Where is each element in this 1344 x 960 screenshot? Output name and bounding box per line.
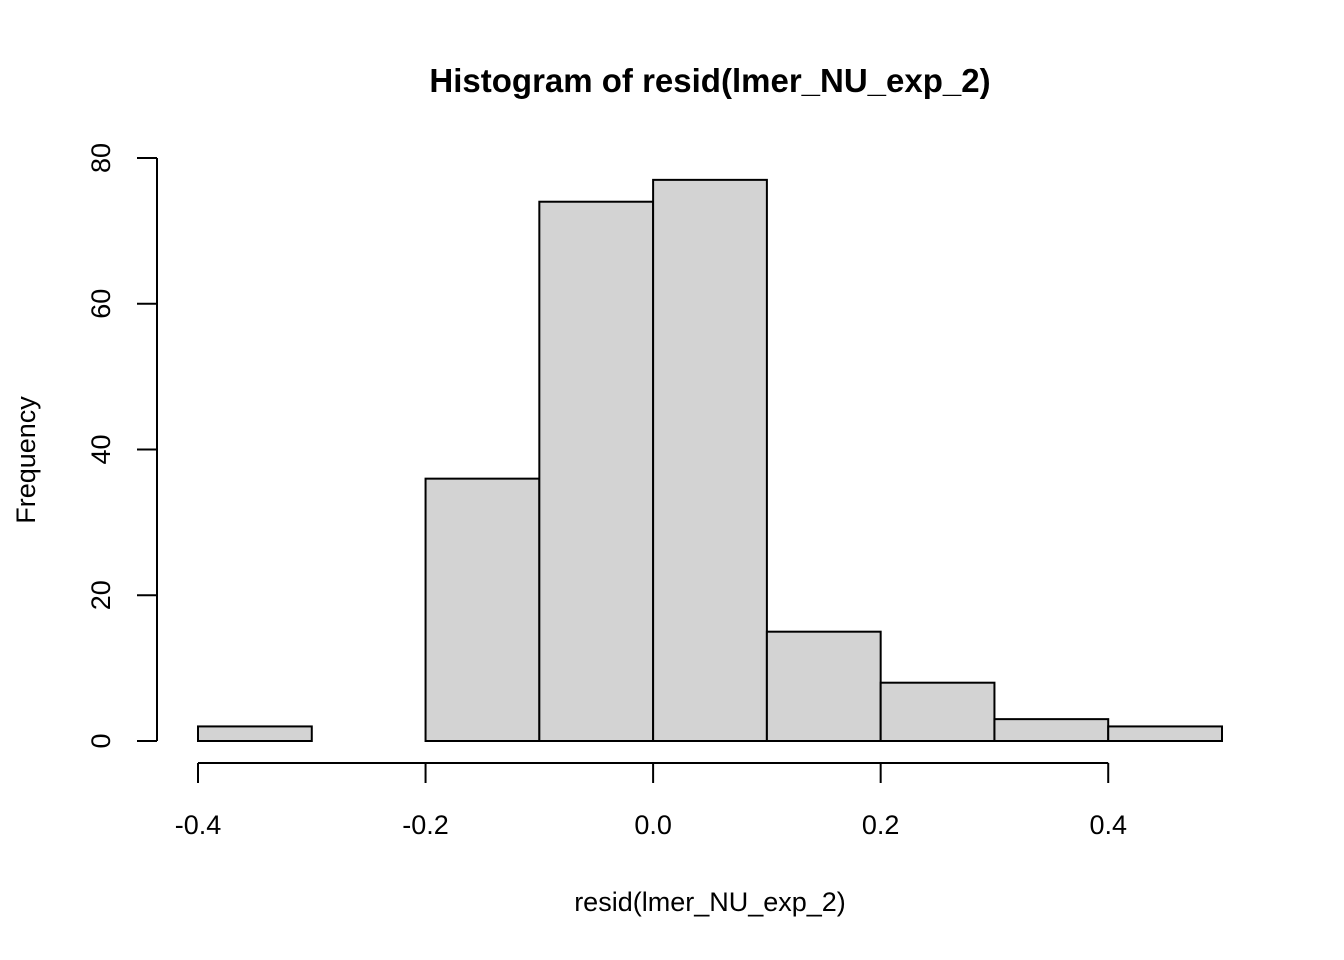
x-axis-label: resid(lmer_NU_exp_2) xyxy=(574,887,846,917)
y-tick-label: 20 xyxy=(86,580,116,610)
y-axis: 0 20 40 60 80 xyxy=(86,143,158,749)
chart-title: Histogram of resid(lmer_NU_exp_2) xyxy=(429,62,990,99)
histogram-bar xyxy=(879,681,996,743)
y-tick-label: 40 xyxy=(86,434,116,464)
x-tick-label: -0.2 xyxy=(402,810,449,840)
y-tick-label: 0 xyxy=(86,733,116,748)
histogram-bar xyxy=(1107,725,1223,742)
histogram-bar xyxy=(765,630,882,742)
histogram-bar xyxy=(424,477,541,742)
histogram-bar xyxy=(652,178,768,743)
histogram-bar xyxy=(993,718,1110,743)
histogram-bar xyxy=(538,200,655,743)
y-tick-label: 60 xyxy=(86,289,116,319)
histogram-bars xyxy=(197,178,1223,743)
x-tick-label: 0.0 xyxy=(634,810,672,840)
x-tick-label: 0.2 xyxy=(862,810,900,840)
y-axis-label: Frequency xyxy=(11,396,41,524)
x-tick-label: 0.4 xyxy=(1089,810,1127,840)
histogram-bar xyxy=(197,725,313,742)
y-tick-label: 80 xyxy=(86,143,116,173)
x-tick-label: -0.4 xyxy=(175,810,222,840)
x-axis: -0.4 -0.2 0.0 0.2 0.4 xyxy=(175,762,1127,840)
